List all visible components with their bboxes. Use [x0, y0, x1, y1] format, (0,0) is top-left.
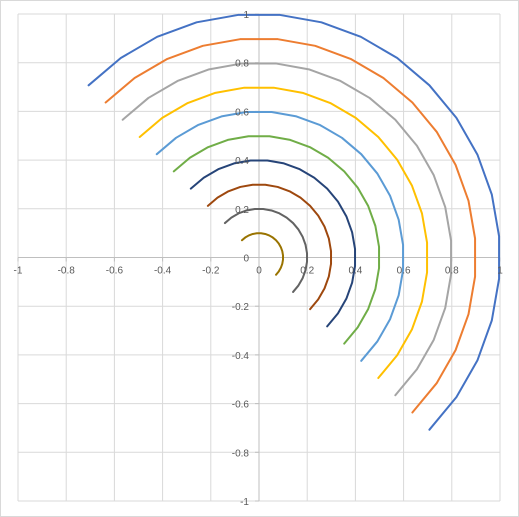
- series-line-10: [240, 232, 285, 276]
- x-tick-label: 0.4: [348, 266, 362, 277]
- tick-labels: -1 -0.8 -0.6 -0.4 -0.2 0 0.2 0.4 0.6 0.8 1 1 0.8 0.6 0…: [14, 10, 504, 508]
- series-line-6: [172, 135, 381, 345]
- y-tick-label: 0.2: [235, 205, 249, 216]
- x-tick-label: -0.4: [154, 266, 172, 277]
- series-line-3: [121, 62, 453, 397]
- series-line-7: [189, 159, 357, 328]
- x-tick-label: -0.2: [202, 266, 220, 277]
- x-tick-label: 0: [256, 266, 262, 277]
- series-group: [87, 13, 501, 431]
- y-tick-label: -1: [240, 497, 249, 508]
- x-tick-label: 0.6: [397, 266, 411, 277]
- x-tick-label: -0.8: [58, 266, 76, 277]
- series-line-2: [104, 38, 477, 414]
- y-tick-label: 0: [243, 254, 249, 265]
- x-tick-label: -1: [14, 266, 23, 277]
- series-line-1: [87, 13, 501, 431]
- series-line-5: [155, 110, 405, 362]
- series-line-4: [138, 86, 429, 380]
- y-tick-label: 0.4: [235, 156, 249, 167]
- series-line-9: [223, 207, 309, 293]
- y-tick-label: -0.6: [232, 400, 250, 411]
- x-tick-label: 0.2: [300, 266, 314, 277]
- y-tick-label: -0.4: [232, 351, 250, 362]
- x-tick-label: -0.6: [106, 266, 124, 277]
- y-tick-label: -0.8: [232, 448, 250, 459]
- series-line-8: [206, 183, 333, 311]
- y-tick-label: -0.2: [232, 302, 250, 313]
- y-tick-label: 0.6: [235, 107, 249, 118]
- x-tick-label: 0.8: [445, 266, 459, 277]
- x-tick-label: 1: [497, 266, 503, 277]
- y-tick-label: 1: [243, 10, 249, 21]
- y-tick-label: 0.8: [235, 59, 249, 70]
